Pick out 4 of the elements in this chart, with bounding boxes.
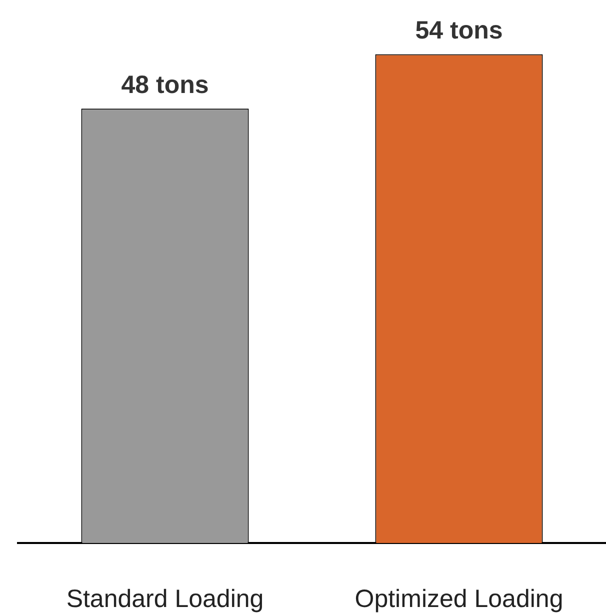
x-tick-label: Optimized Loading: [354, 584, 564, 613]
data-label: 54 tons: [415, 16, 503, 45]
x-tick-label: Standard Loading: [66, 584, 264, 613]
data-label: 48 tons: [121, 70, 209, 99]
